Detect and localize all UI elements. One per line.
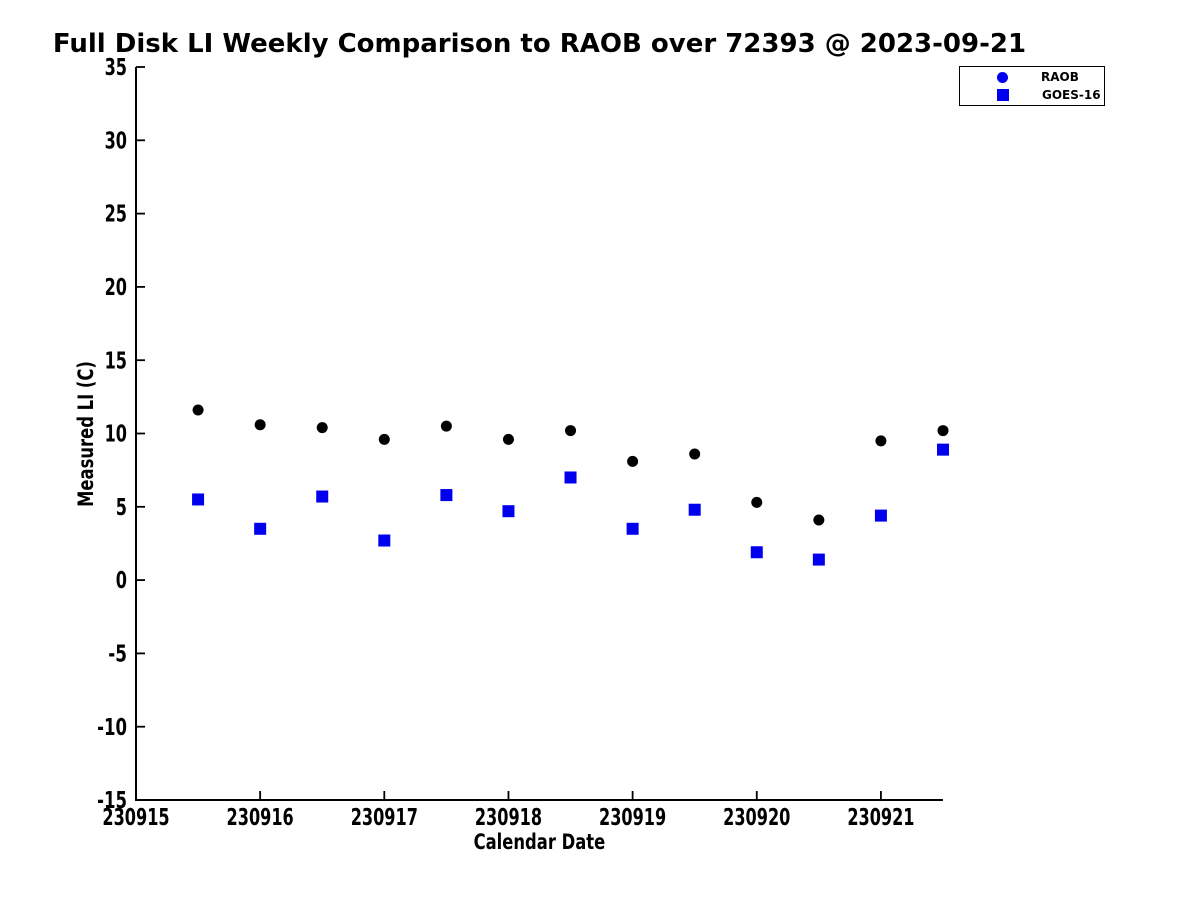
legend-box: RAOB GOES-16 (959, 66, 1105, 106)
goes-16-legend-label: GOES-16 (1042, 88, 1101, 102)
y-tick-label: -5 (108, 641, 127, 667)
raob-point (689, 448, 701, 460)
y-tick-label: -15 (97, 788, 127, 814)
raob-point (937, 425, 949, 437)
y-tick-label: 10 (105, 422, 127, 448)
x-tick-label: 230915 (102, 805, 169, 831)
y-tick-label: -10 (97, 715, 127, 741)
raob-point (440, 420, 452, 432)
raob-point (502, 433, 514, 445)
legend-entry-goes-16: GOES-16 (960, 88, 1104, 102)
raob-point (254, 419, 266, 431)
chart-title: Full Disk LI Weekly Comparison to RAOB o… (52, 29, 1027, 59)
raob-point (875, 435, 887, 447)
y-tick-label: 20 (105, 275, 127, 301)
goes-16-point (750, 546, 763, 559)
goes-16-point (316, 490, 329, 503)
goes-16-point (812, 553, 825, 566)
x-tick-label: 230918 (475, 805, 542, 831)
goes-16-point (192, 493, 205, 506)
y-tick-label: 15 (105, 348, 127, 374)
raob-point (565, 425, 577, 437)
x-axis-label: Calendar Date (473, 830, 606, 854)
goes-16-point (626, 522, 639, 535)
raob-point (813, 514, 825, 526)
x-tick-label: 230919 (599, 805, 666, 831)
raob-legend-marker-icon (997, 71, 1008, 83)
raob-point (627, 455, 639, 467)
goes-16-legend-marker-icon (997, 89, 1009, 101)
goes-16-point (378, 534, 391, 547)
x-tick-label: 230916 (227, 805, 294, 831)
x-tick-label: 230920 (723, 805, 790, 831)
goes-16-point (502, 505, 515, 518)
goes-16-point (688, 503, 701, 516)
raob-point (316, 422, 328, 434)
raob-legend-label: RAOB (1041, 70, 1079, 84)
y-tick-label: 25 (105, 202, 127, 228)
x-tick-label: 230917 (351, 805, 418, 831)
legend-entry-raob: RAOB (960, 70, 1104, 84)
goes-16-point (564, 471, 577, 484)
raob-point (192, 404, 204, 416)
goes-16-point (254, 522, 267, 535)
goes-16-point (440, 489, 453, 502)
y-tick-label: 5 (116, 495, 127, 521)
raob-point (378, 433, 390, 445)
raob-point (751, 496, 763, 508)
y-tick-label: 0 (116, 568, 127, 594)
goes-16-point (874, 509, 887, 522)
y-tick-label: 35 (105, 55, 127, 81)
y-tick-label: 30 (105, 128, 127, 154)
x-tick-label: 230921 (847, 805, 914, 831)
goes-16-point (937, 443, 949, 456)
